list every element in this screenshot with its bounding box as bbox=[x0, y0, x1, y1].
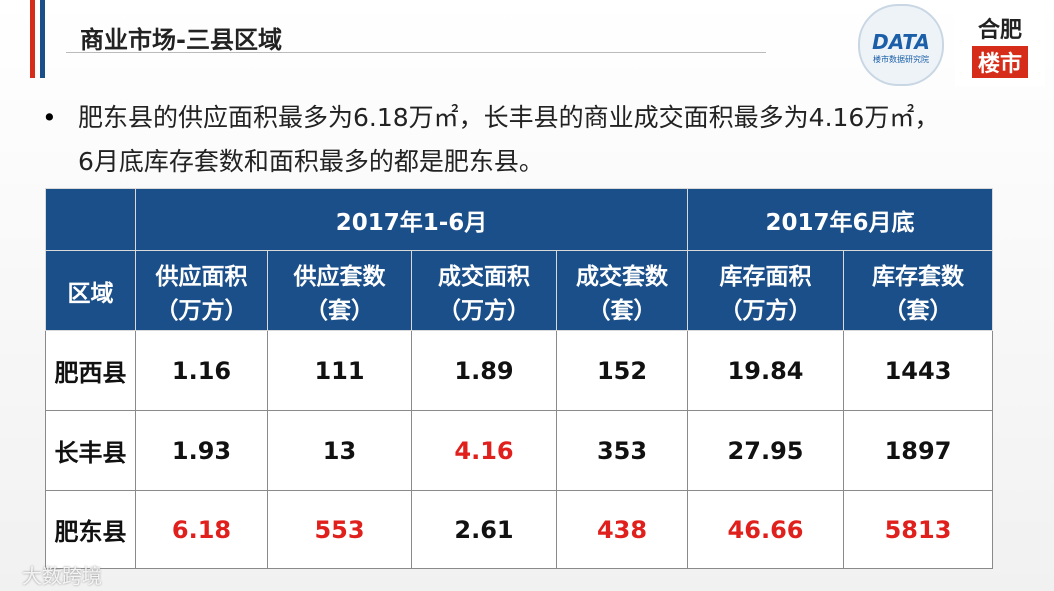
column-unit: （套） bbox=[305, 297, 374, 324]
value-cell: 6.18 bbox=[135, 490, 268, 569]
row-header: 区域 bbox=[45, 250, 136, 331]
column-unit: （万方） bbox=[719, 297, 812, 324]
region-cell: 长丰县 bbox=[45, 410, 136, 491]
value-cell: 19.84 bbox=[687, 330, 845, 411]
column-header: 库存套数 （套） bbox=[843, 250, 994, 331]
column-header: 库存面积 （万方） bbox=[687, 250, 845, 331]
region-cell: 肥东县 bbox=[45, 490, 136, 569]
value-cell: 27.95 bbox=[687, 410, 845, 491]
column-header: 成交面积 （万方） bbox=[411, 250, 557, 331]
value-cell: 1.89 bbox=[411, 330, 557, 411]
column-header: 供应面积 （万方） bbox=[135, 250, 268, 331]
value-cell: 111 bbox=[267, 330, 412, 411]
brand-bottom: 楼市 bbox=[971, 46, 1028, 78]
region-cell: 肥西县 bbox=[45, 330, 136, 411]
column-name: 成交套数 bbox=[576, 263, 668, 290]
value-cell: 46.66 bbox=[687, 490, 845, 569]
brand-top: 合肥 bbox=[977, 17, 1022, 43]
corner-cell bbox=[45, 188, 136, 251]
bullet-text: 肥东县的供应面积最多为6.18万㎡，长丰县的商业成交面积最多为4.16万㎡，6月… bbox=[78, 103, 940, 176]
brand-logo: 合肥 楼市 bbox=[955, 4, 1045, 86]
column-header: 成交套数 （套） bbox=[555, 250, 689, 331]
value-cell: 1.16 bbox=[135, 330, 268, 411]
watermark: 大数跨境 bbox=[22, 564, 102, 588]
value-cell: 1443 bbox=[843, 330, 994, 411]
column-name: 库存套数 bbox=[872, 263, 965, 290]
bullet-dot: • bbox=[42, 103, 57, 132]
column-header: 供应套数 （套） bbox=[267, 250, 412, 331]
column-unit: （套） bbox=[883, 297, 953, 324]
value-cell: 1.93 bbox=[135, 410, 268, 491]
logo: DATA 楼市数据研究院 bbox=[858, 4, 944, 86]
table-row: 肥西县 1.16 111 1.89 152 19.84 1443 bbox=[45, 330, 994, 411]
column-unit: （套） bbox=[587, 297, 657, 324]
group-header: 2017年6月底 bbox=[687, 188, 994, 251]
value-cell: 13 bbox=[267, 410, 412, 491]
group-header: 2017年1-6月 bbox=[134, 188, 689, 251]
table-row: 长丰县 1.93 13 4.16 353 27.95 1897 bbox=[45, 410, 994, 491]
data-table: 2017年1-6月 2017年6月底 区域 供应面积 （万方） 供应套数 （套） 成交面… bbox=[45, 188, 994, 569]
column-name: 成交面积 bbox=[438, 263, 530, 290]
column-name: 供应面积 bbox=[155, 263, 248, 290]
table-row: 肥东县 6.18 553 2.61 438 46.66 5813 bbox=[45, 490, 994, 569]
accent-bar bbox=[30, 0, 35, 78]
value-cell: 2.61 bbox=[411, 490, 557, 569]
column-name: 库存面积 bbox=[719, 263, 812, 290]
value-cell: 4.16 bbox=[411, 410, 557, 491]
logo-text: DATA bbox=[872, 30, 930, 54]
accent-bar bbox=[40, 0, 45, 78]
title-rule bbox=[66, 52, 766, 53]
value-cell: 152 bbox=[555, 330, 689, 411]
value-cell: 353 bbox=[555, 410, 689, 491]
value-cell: 1897 bbox=[843, 410, 994, 491]
value-cell: 553 bbox=[267, 490, 412, 569]
slide-title: 商业市场-三县区域 bbox=[80, 26, 282, 54]
column-unit: （万方） bbox=[438, 297, 530, 324]
column-name: 供应套数 bbox=[293, 263, 386, 290]
value-cell: 438 bbox=[555, 490, 689, 569]
value-cell: 5813 bbox=[843, 490, 994, 569]
column-unit: （万方） bbox=[155, 297, 248, 324]
logo-subtext: 楼市数据研究院 bbox=[873, 55, 929, 64]
